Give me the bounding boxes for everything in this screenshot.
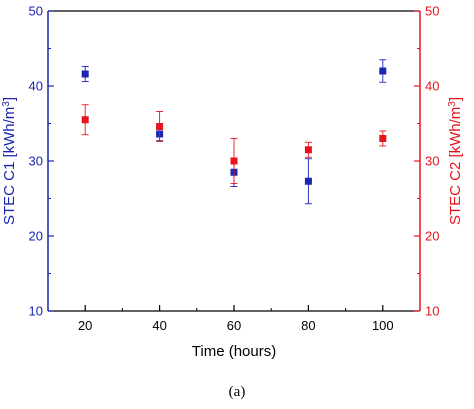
data-point [81, 70, 89, 78]
y-left-tick-label: 30 [29, 154, 43, 169]
series-layer [81, 59, 387, 205]
y-right-tick-label: 10 [425, 304, 439, 319]
series-right [81, 104, 387, 184]
y-axis-left: 10 20 30 40 50 [29, 4, 54, 319]
y-left-tick-label: 20 [29, 229, 43, 244]
y-right-tick-label: 40 [425, 79, 439, 94]
x-tick-label: 100 [372, 318, 394, 333]
x-axis: 20 40 60 80 100 [47, 305, 421, 333]
y-left-tick-label: 50 [29, 4, 43, 19]
x-axis-label: Time (hours) [192, 343, 276, 360]
figure-caption: (a) [228, 384, 246, 400]
y-left-tick-label: 40 [29, 79, 43, 94]
data-point [304, 146, 312, 154]
y-right-tick-label: 20 [425, 229, 439, 244]
data-point [304, 177, 312, 185]
y-left-tick-label: 10 [29, 304, 43, 319]
data-point [379, 135, 387, 142]
data-point [379, 67, 387, 75]
data-point [230, 157, 238, 165]
data-point [81, 116, 89, 124]
y-right-tick-label: 30 [425, 154, 439, 169]
x-tick-label: 20 [78, 318, 92, 333]
x-tick-label: 60 [227, 318, 241, 333]
y-axis-right: 10 20 30 40 50 [414, 4, 439, 319]
y-right-tick-label: 50 [425, 4, 439, 19]
y-axis-right-label: STEC C2 [kWh/m3] [447, 97, 465, 225]
x-tick-label: 40 [152, 318, 166, 333]
data-point [156, 123, 164, 130]
y-axis-left-label: STEC C1 [kWh/m3] [1, 97, 19, 225]
x-tick-label: 80 [301, 318, 315, 333]
